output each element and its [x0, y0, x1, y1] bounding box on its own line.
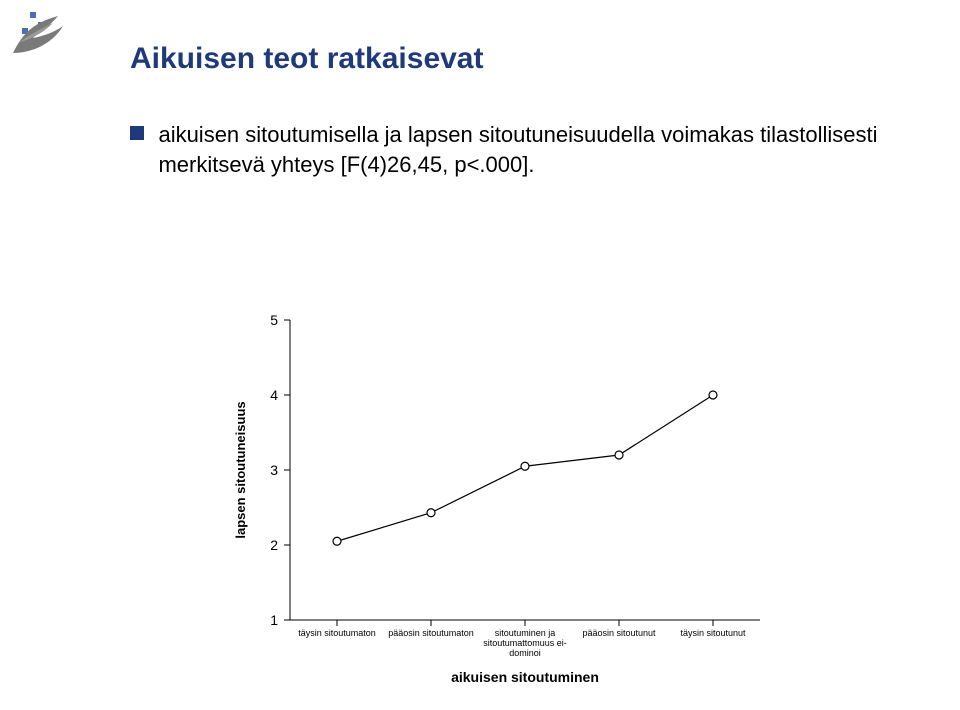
svg-text:sitoutumattomuus ei-: sitoutumattomuus ei- [483, 638, 567, 648]
line-chart: 1 2 3 4 5 täysin sitoutumaton pääosin sitoutum… [220, 310, 780, 690]
svg-text:1: 1 [270, 612, 278, 628]
svg-text:täysin sitoutunut: täysin sitoutunut [680, 628, 746, 638]
bullet-item: aikuisen sitoutumisella ja lapsen sitout… [130, 120, 890, 179]
svg-text:aikuisen sitoutuminen: aikuisen sitoutuminen [451, 669, 599, 685]
svg-text:dominoi: dominoi [509, 648, 541, 658]
svg-text:pääosin sitoutumaton: pääosin sitoutumaton [388, 628, 474, 638]
svg-text:2: 2 [270, 537, 278, 553]
svg-text:pääosin sitoutunut: pääosin sitoutunut [582, 628, 656, 638]
slide-title: Aikuisen teot ratkaisevat [130, 42, 483, 76]
slide: Aikuisen teot ratkaisevat aikuisen sitou… [0, 0, 960, 710]
svg-text:sitoutuminen ja: sitoutuminen ja [495, 628, 556, 638]
logo [8, 8, 78, 78]
wing-icon [8, 8, 68, 58]
svg-text:lapsen sitoutuneisuus: lapsen sitoutuneisuus [233, 401, 248, 538]
svg-text:4: 4 [270, 387, 278, 403]
bullet-text: aikuisen sitoutumisella ja lapsen sitout… [158, 120, 878, 179]
svg-text:3: 3 [270, 462, 278, 478]
svg-text:5: 5 [270, 312, 278, 328]
square-bullet-icon [130, 126, 144, 140]
svg-text:täysin sitoutumaton: täysin sitoutumaton [298, 628, 376, 638]
